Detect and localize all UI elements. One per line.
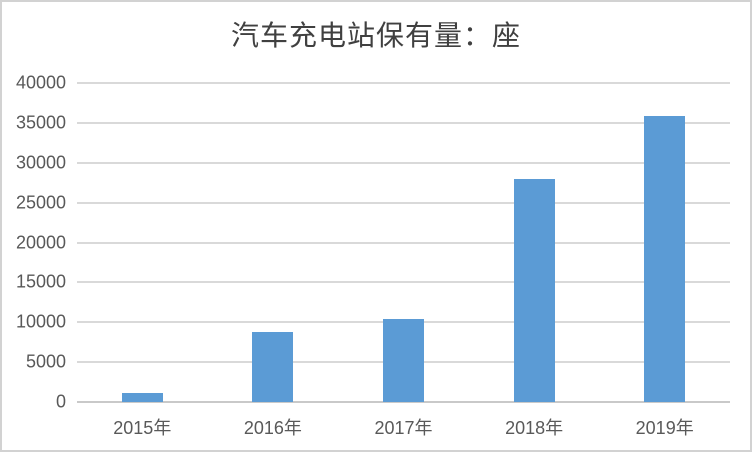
x-tick-label: 2018年 bbox=[505, 418, 564, 438]
y-tick-label: 15000 bbox=[15, 271, 66, 292]
y-tick-label: 0 bbox=[55, 391, 66, 412]
x-tick-label: 2017年 bbox=[374, 418, 433, 438]
gridline bbox=[77, 201, 730, 204]
bar-2018 bbox=[513, 178, 555, 402]
x-tick-label: 2016年 bbox=[243, 418, 302, 438]
gridline bbox=[77, 121, 730, 124]
bar-2015 bbox=[121, 393, 163, 402]
y-tick-label: 30000 bbox=[15, 152, 66, 173]
gridline bbox=[77, 281, 730, 284]
bar-2016 bbox=[252, 332, 294, 402]
x-tick-label: 2015年 bbox=[113, 418, 172, 438]
bar-2017 bbox=[383, 319, 424, 402]
gridline bbox=[77, 161, 730, 164]
bar-2019 bbox=[644, 116, 686, 402]
chart-title: 汽车充电站保有量：座 bbox=[230, 19, 521, 52]
gridline bbox=[77, 82, 730, 84]
x-axis-line bbox=[77, 401, 730, 403]
y-tick-label: 35000 bbox=[15, 112, 66, 133]
y-tick-label: 5000 bbox=[25, 351, 66, 372]
y-tick-label: 40000 bbox=[15, 72, 66, 93]
y-tick-label: 10000 bbox=[15, 311, 66, 332]
y-tick-label: 20000 bbox=[15, 232, 66, 252]
gridline bbox=[77, 241, 730, 244]
y-tick-label: 25000 bbox=[15, 192, 66, 213]
x-tick-label: 2019年 bbox=[635, 418, 694, 438]
